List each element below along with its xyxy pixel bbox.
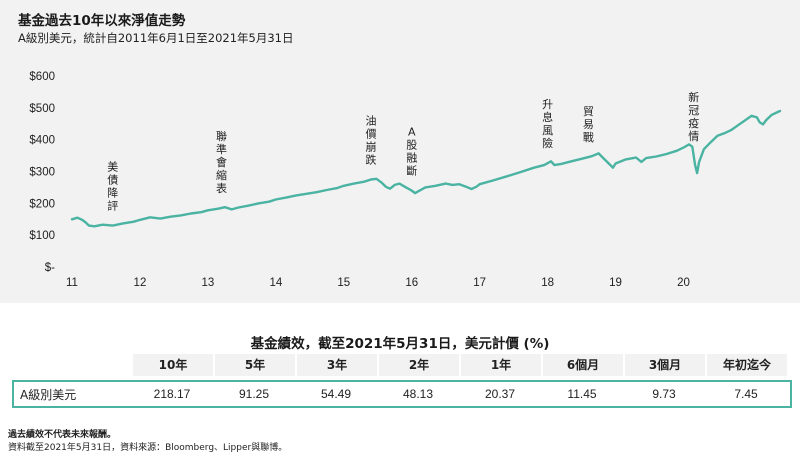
header-ytd: 年初迄今: [705, 354, 787, 376]
event-annotation: 油價崩跌: [365, 113, 376, 166]
event-annotation: 升息風險: [542, 98, 553, 150]
chart-subtitle: A級別美元，統計自2011年6月1日至2021年5月31日: [18, 31, 294, 45]
x-tick-label: 17: [473, 277, 486, 289]
x-tick-label: 18: [541, 277, 554, 289]
y-tick-label: $400: [29, 135, 55, 147]
chart-panel: 基金過去10年以來淨值走勢 A級別美元，統計自2011年6月1日至2021年5月…: [0, 0, 800, 303]
x-tick-label: 12: [134, 277, 147, 289]
header-1y: 1年: [459, 354, 541, 376]
performance-table-title: 基金績效，截至2021年5月31日，美元計價 (%): [250, 336, 550, 352]
value-10y: 218.17: [153, 387, 191, 401]
y-tick-label: $200: [29, 198, 55, 210]
header-3y: 3年: [295, 354, 377, 376]
event-annotation: 貿易戰: [583, 105, 594, 144]
nav-series-line: [70, 109, 782, 228]
event-annotation: A 股融斷: [406, 126, 417, 178]
header-5y: 5年: [213, 354, 295, 376]
header-2y: 2年: [377, 354, 459, 376]
value-ytd: 7.45: [734, 387, 758, 401]
value-3m: 9.73: [652, 387, 676, 401]
header-spacer: [12, 354, 131, 376]
value-2y: 48.13: [402, 387, 434, 401]
event-annotation: 聯準會縮表: [216, 130, 227, 195]
y-tick-label: $600: [29, 71, 55, 83]
event-annotation: 美債降評: [107, 161, 118, 213]
performance-table-row: A級別美元 218.17 91.25 54.49 48.13 20.37 11.…: [12, 380, 792, 408]
header-10y: 10年: [131, 354, 213, 376]
value-5y: 91.25: [238, 387, 270, 401]
x-tick-label: 13: [201, 277, 214, 289]
y-tick-label: $100: [29, 230, 55, 242]
x-tick-label: 14: [269, 277, 282, 289]
value-3y: 54.49: [320, 387, 352, 401]
footnote-source: 資料截至2021年5月31日，資料來源：Bloomberg、Lipper與聯博。: [8, 443, 288, 453]
y-tick-label: $-: [45, 262, 55, 274]
value-1y: 20.37: [484, 387, 516, 401]
performance-table-header: 10年 5年 3年 2年 1年 6個月 3個月 年初迄今: [12, 354, 792, 376]
footnote-disclaimer: 過去績效不代表未來報酬。: [8, 430, 117, 440]
header-3m: 3個月: [623, 354, 705, 376]
x-tick-label: 15: [337, 277, 350, 289]
x-tick-label: 16: [405, 277, 418, 289]
nav-line-chart: $- $100 $200 $300 $400 $500 $600 11 12 13 14 15 16 17…: [29, 71, 782, 289]
x-tick-label: 19: [609, 277, 622, 289]
y-tick-label: $300: [29, 167, 55, 179]
header-6m: 6個月: [541, 354, 623, 376]
event-annotation: 新冠疫情: [688, 90, 699, 143]
chart-title: 基金過去10年以來淨值走勢: [18, 13, 186, 29]
y-tick-label: $500: [29, 103, 55, 115]
x-tick-label: 11: [66, 277, 78, 289]
x-tick-label: 20: [677, 277, 690, 289]
row-label: A級別美元: [20, 387, 77, 402]
value-6m: 11.45: [567, 387, 597, 401]
